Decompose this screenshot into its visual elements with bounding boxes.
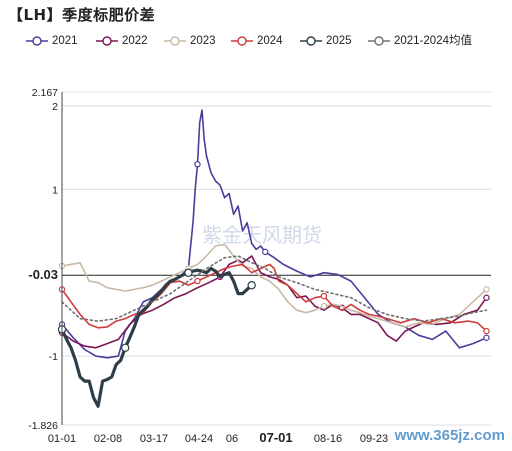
- x-axis: 01-01 02-08 03-17 04-24 06 07-01 08-16 09-23: [48, 430, 388, 445]
- series-marker: [184, 268, 193, 277]
- series-marker: [483, 286, 490, 293]
- legend-swatch-icon: [231, 36, 253, 46]
- y-tick-label: 2.167: [32, 87, 58, 99]
- series-line-4: [60, 266, 254, 408]
- y-tick-label: -1.826: [28, 420, 58, 432]
- legend-label: 2021-2024均值: [394, 35, 472, 47]
- x-tick-label: 06: [226, 433, 238, 445]
- y-tick-label: 1: [52, 184, 58, 196]
- y-tick-label: -0.03: [28, 267, 58, 282]
- x-tick-label: 04-24: [185, 433, 213, 445]
- y-axis: 2.167 2 1 -0.03 -1 -1.826: [28, 87, 63, 432]
- x-tick-label: 09-23: [360, 433, 388, 445]
- source-watermark: www.365jz.com: [394, 427, 505, 444]
- legend-swatch-icon: [368, 36, 390, 46]
- legend-swatch-icon: [96, 36, 118, 46]
- series-marker: [262, 248, 269, 256]
- series-marker: [121, 343, 130, 352]
- watermark-layer: 紫金天风期货 www.365jz.com: [202, 224, 505, 444]
- series-marker: [483, 327, 490, 335]
- legend-label: 2022: [122, 35, 148, 47]
- x-tick-label: 02-08: [94, 433, 122, 445]
- series-marker: [483, 294, 490, 301]
- series-line-5: [61, 255, 488, 322]
- y-tick-label: 2: [52, 101, 58, 113]
- series-marker: [483, 334, 490, 341]
- chart-title: 【LH】季度标肥价差: [8, 6, 156, 24]
- legend-label: 2021: [52, 35, 78, 47]
- series-line-3: [61, 263, 488, 332]
- x-tick-label: 08-16: [314, 433, 342, 445]
- series-marker: [194, 161, 201, 168]
- series-layer: [57, 109, 490, 408]
- legend-label: 2025: [326, 35, 352, 47]
- watermark-text: 紫金天风期货: [202, 224, 322, 247]
- series-marker: [320, 302, 328, 310]
- series-line-2: [61, 243, 488, 328]
- series-marker: [194, 277, 201, 285]
- legend-label: 2023: [190, 35, 216, 47]
- legend-swatch-icon: [300, 36, 322, 46]
- series-marker: [247, 281, 256, 290]
- legend-label: 2024: [257, 35, 283, 47]
- legend-swatch-icon: [164, 36, 186, 46]
- legend-swatch-icon: [26, 36, 48, 46]
- y-tick-label: -1: [49, 351, 58, 363]
- x-tick-label: 01-01: [48, 433, 76, 445]
- x-tick-label: 03-17: [140, 433, 168, 445]
- series-marker: [320, 292, 328, 300]
- x-tick-label: 07-01: [259, 430, 292, 445]
